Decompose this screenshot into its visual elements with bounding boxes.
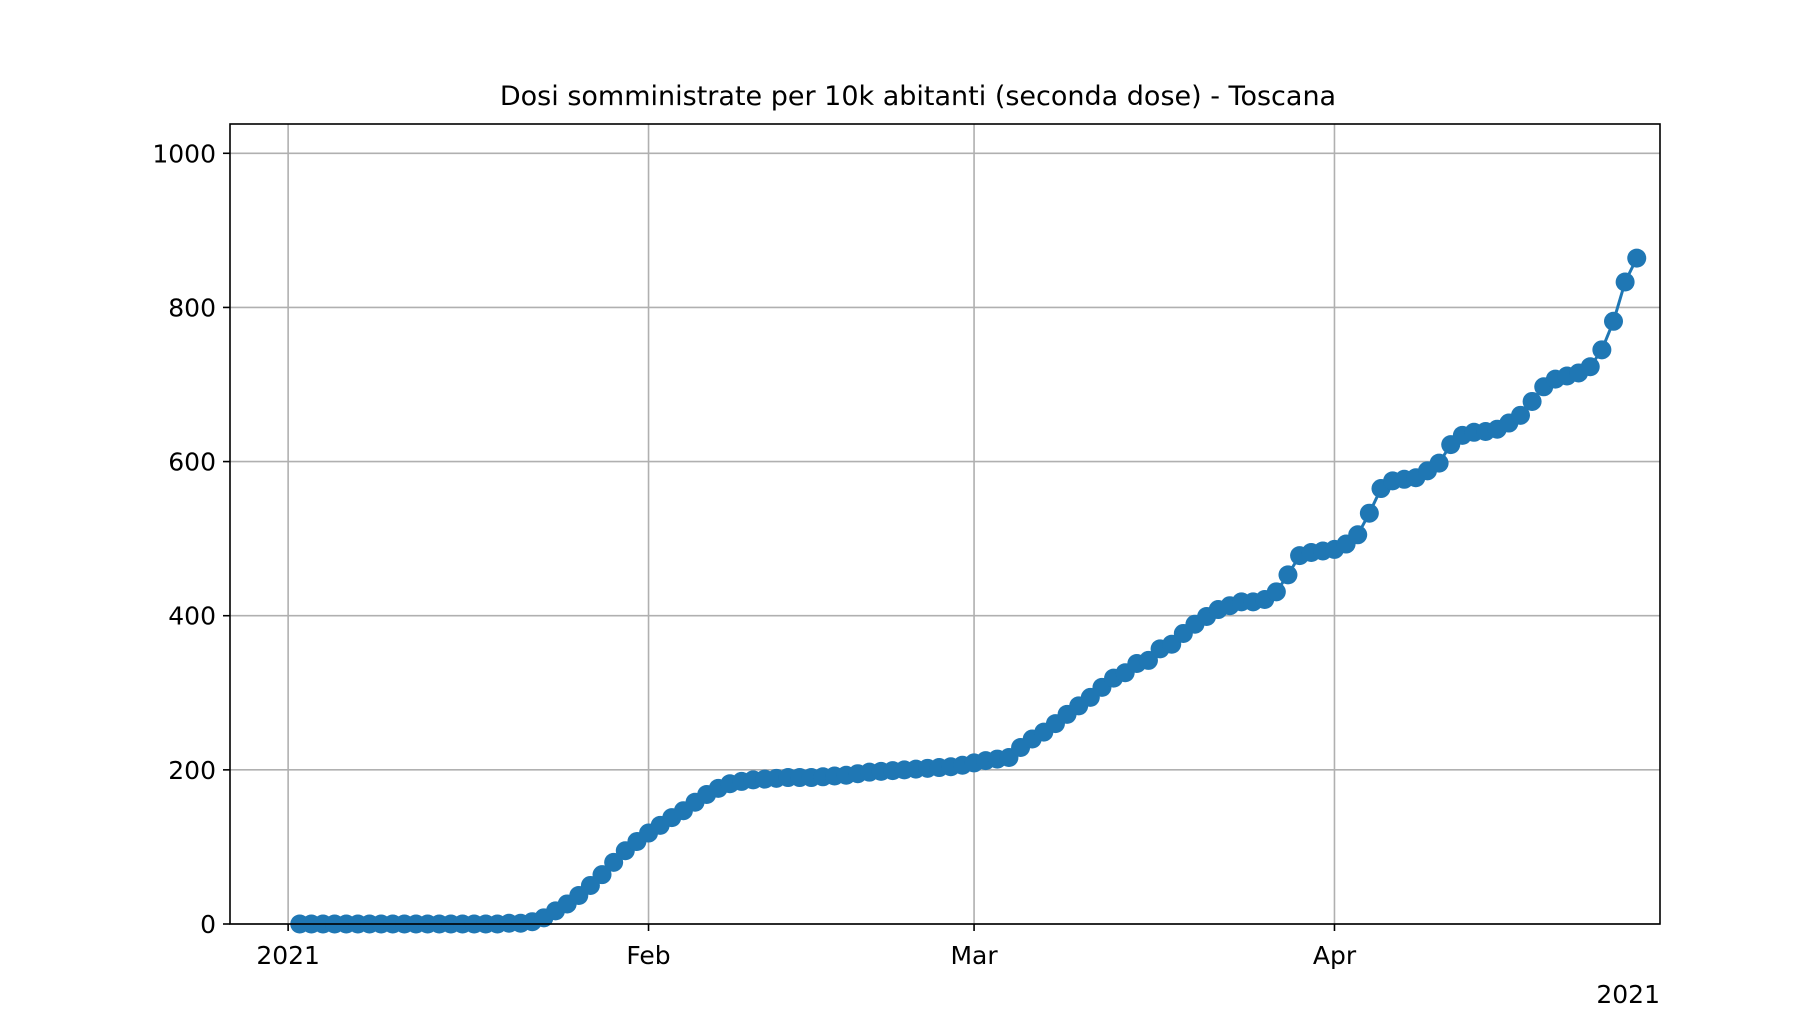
data-point: [1604, 311, 1623, 331]
data-point: [1510, 405, 1530, 425]
y-tick-label: 200: [168, 756, 216, 785]
data-point: [1429, 453, 1449, 473]
data-point: [1359, 503, 1379, 523]
axis-layer: 0 200 400 600 800 1000 2021 Feb Mar Apr 2021: [152, 139, 1660, 1009]
y-tick-label: 400: [168, 602, 216, 631]
x-tick-label: 2021: [256, 941, 320, 970]
x-tick-label: Mar: [950, 941, 998, 970]
x-tick-label: Feb: [626, 941, 670, 970]
data-point: [1592, 340, 1612, 360]
y-tick-label: 600: [168, 448, 216, 477]
data-point: [1138, 650, 1158, 670]
data-point: [1348, 525, 1368, 545]
data-point: [1615, 272, 1635, 292]
data-point: [1522, 391, 1542, 411]
series-layer: [290, 248, 1647, 934]
y-tick-label: 1000: [152, 139, 216, 168]
series-line: [299, 257, 1639, 926]
chart-title: Dosi somministrate per 10k abitanti (sec…: [500, 81, 1336, 112]
x-offset-label: 2021: [1596, 980, 1660, 1009]
grid-layer: [230, 124, 1660, 925]
x-tick-label: Apr: [1313, 941, 1357, 970]
data-point: [1278, 565, 1298, 585]
plot-frame: [229, 123, 1661, 925]
y-tick-label: 0: [200, 910, 216, 939]
y-tick-label: 800: [168, 293, 216, 322]
data-point: [1266, 582, 1286, 602]
data-point: [592, 865, 612, 885]
data-point: [604, 852, 624, 872]
data-point: [1580, 357, 1600, 377]
data-point: [1627, 248, 1647, 268]
